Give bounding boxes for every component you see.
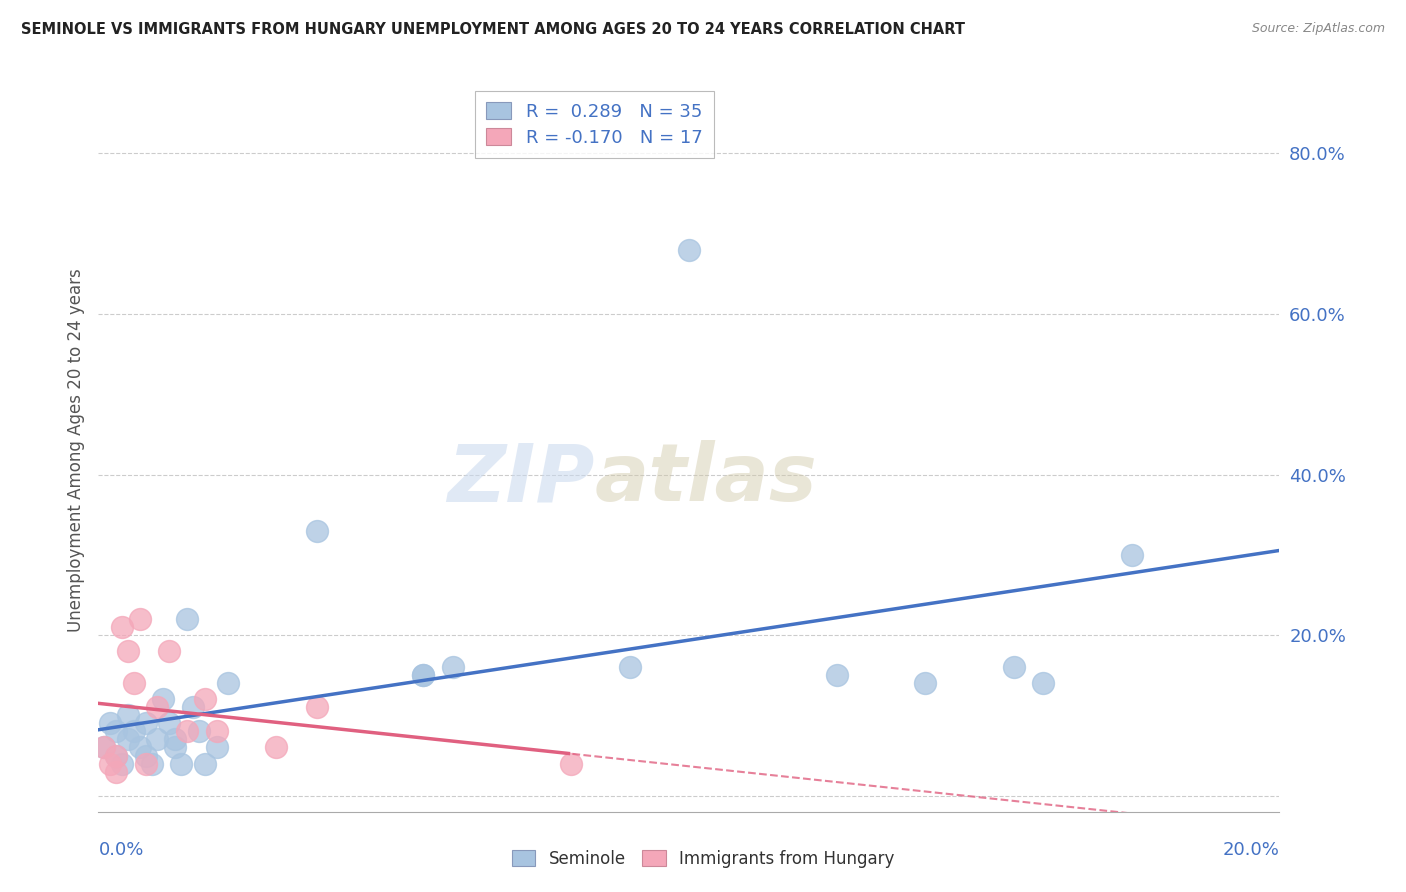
- Point: [205, 740, 228, 755]
- Point: [619, 660, 641, 674]
- Point: [194, 692, 217, 706]
- Point: [117, 708, 139, 723]
- Point: [165, 732, 187, 747]
- Point: [111, 756, 134, 771]
- Point: [157, 644, 180, 658]
- Point: [165, 740, 187, 755]
- Point: [176, 612, 198, 626]
- Point: [305, 700, 328, 714]
- Y-axis label: Unemployment Among Ages 20 to 24 years: Unemployment Among Ages 20 to 24 years: [66, 268, 84, 632]
- Point: [678, 243, 700, 257]
- Text: 0.0%: 0.0%: [98, 840, 143, 859]
- Point: [157, 716, 180, 731]
- Point: [914, 676, 936, 690]
- Point: [146, 700, 169, 714]
- Point: [135, 748, 157, 763]
- Point: [117, 732, 139, 747]
- Point: [412, 668, 434, 682]
- Text: SEMINOLE VS IMMIGRANTS FROM HUNGARY UNEMPLOYMENT AMONG AGES 20 TO 24 YEARS CORRE: SEMINOLE VS IMMIGRANTS FROM HUNGARY UNEM…: [21, 22, 965, 37]
- Point: [122, 676, 145, 690]
- Point: [117, 644, 139, 658]
- Point: [187, 724, 209, 739]
- Point: [181, 700, 204, 714]
- Text: atlas: atlas: [595, 441, 817, 518]
- Text: Source: ZipAtlas.com: Source: ZipAtlas.com: [1251, 22, 1385, 36]
- Text: ZIP: ZIP: [447, 441, 595, 518]
- Point: [122, 724, 145, 739]
- Point: [128, 612, 150, 626]
- Point: [105, 748, 128, 763]
- Point: [135, 716, 157, 731]
- Point: [1002, 660, 1025, 674]
- Point: [176, 724, 198, 739]
- Point: [152, 692, 174, 706]
- Point: [217, 676, 239, 690]
- Point: [1032, 676, 1054, 690]
- Point: [264, 740, 287, 755]
- Point: [135, 756, 157, 771]
- Point: [105, 724, 128, 739]
- Point: [98, 756, 121, 771]
- Point: [111, 620, 134, 634]
- Point: [205, 724, 228, 739]
- Legend: Seminole, Immigrants from Hungary: Seminole, Immigrants from Hungary: [505, 844, 901, 875]
- Point: [560, 756, 582, 771]
- Text: 20.0%: 20.0%: [1223, 840, 1279, 859]
- Point: [141, 756, 163, 771]
- Point: [194, 756, 217, 771]
- Point: [1121, 548, 1143, 562]
- Point: [128, 740, 150, 755]
- Point: [305, 524, 328, 538]
- Point: [441, 660, 464, 674]
- Point: [105, 748, 128, 763]
- Point: [93, 740, 115, 755]
- Point: [412, 668, 434, 682]
- Point: [93, 740, 115, 755]
- Point: [98, 716, 121, 731]
- Point: [146, 732, 169, 747]
- Legend: R =  0.289   N = 35, R = -0.170   N = 17: R = 0.289 N = 35, R = -0.170 N = 17: [475, 91, 713, 158]
- Point: [825, 668, 848, 682]
- Point: [170, 756, 193, 771]
- Point: [105, 764, 128, 779]
